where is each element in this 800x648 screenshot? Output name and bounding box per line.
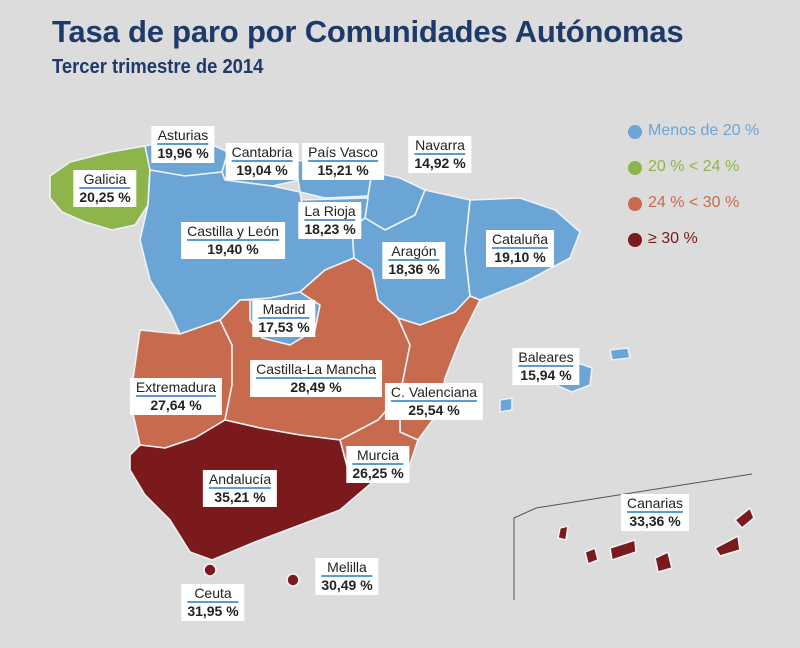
label-c-valenciana: C. Valenciana 25,54 % xyxy=(384,383,484,421)
label-cataluna: Cataluña 19,10 % xyxy=(485,230,555,268)
region-rate: 14,92 % xyxy=(414,153,466,172)
region-name: Madrid xyxy=(262,301,306,317)
region-name: Galicia xyxy=(83,171,127,187)
label-galicia: Galicia 20,25 % xyxy=(73,170,137,208)
page-title: Tasa de paro por Comunidades Autónomas xyxy=(52,14,684,49)
label-castilla-y-leon: Castilla y León 19,40 % xyxy=(181,222,285,260)
label-murcia: Murcia 26,25 % xyxy=(346,446,410,484)
region-rate: 18,23 % xyxy=(304,219,356,238)
legend-dot xyxy=(628,197,642,211)
region-name: Navarra xyxy=(415,137,465,153)
label-cantabria: Cantabria 19,04 % xyxy=(225,143,299,181)
label-canarias: Canarias 33,36 % xyxy=(620,494,690,532)
region-rate: 19,10 % xyxy=(491,247,549,265)
page-subtitle: Tercer trimestre de 2014 xyxy=(52,56,264,78)
region-baleares-ibiza xyxy=(499,397,513,413)
legend-label: 24 % < 30 % xyxy=(648,194,740,211)
label-baleares: Baleares 15,94 % xyxy=(512,348,580,386)
legend-dot xyxy=(628,125,642,139)
label-la-rioja: La Rioja 18,23 % xyxy=(298,202,362,240)
region-name: C. Valenciana xyxy=(390,384,478,400)
region-name: Asturias xyxy=(157,127,209,143)
region-rate: 26,25 % xyxy=(352,463,404,482)
region-canarias-1 xyxy=(557,525,569,541)
region-name: Cantabria xyxy=(231,144,293,160)
legend-dot xyxy=(628,233,642,247)
region-canarias-3 xyxy=(609,539,637,561)
legend-dot xyxy=(628,161,642,175)
region-name: Castilla y León xyxy=(187,223,279,239)
region-rate: 28,49 % xyxy=(256,377,376,395)
region-rate: 30,49 % xyxy=(321,575,373,594)
legend-label: Menos de 20 % xyxy=(648,122,760,139)
region-name: Canarias xyxy=(626,495,684,511)
region-name: Melilla xyxy=(327,559,367,575)
legend-label: 20 % < 24 % xyxy=(648,158,740,175)
region-canarias-5 xyxy=(714,535,741,557)
region-melilla xyxy=(286,573,300,587)
region-rate: 19,04 % xyxy=(231,160,293,178)
region-rate: 33,36 % xyxy=(626,511,684,529)
region-name: Extremadura xyxy=(135,379,217,395)
region-name: Ceuta xyxy=(194,585,232,601)
label-pais-vasco: País Vasco 15,21 % xyxy=(302,143,384,181)
region-name: Andalucía xyxy=(208,471,272,487)
region-name: Baleares xyxy=(518,349,574,365)
region-rate: 27,64 % xyxy=(135,395,217,413)
region-canarias-2 xyxy=(584,547,599,565)
region-rate: 15,94 % xyxy=(518,365,574,384)
region-name: Murcia xyxy=(356,447,399,463)
region-ceuta xyxy=(203,563,217,577)
region-name: La Rioja xyxy=(304,203,356,219)
region-name: Castilla-La Mancha xyxy=(256,361,376,377)
region-rate: 18,36 % xyxy=(388,259,440,278)
label-ceuta: Ceuta 31,95 % xyxy=(181,584,245,622)
region-rate: 19,96 % xyxy=(157,143,209,162)
region-name: País Vasco xyxy=(308,144,378,160)
region-rate: 15,21 % xyxy=(308,160,378,178)
region-baleares-menorca xyxy=(609,347,631,361)
region-rate: 19,40 % xyxy=(187,239,279,257)
region-name: Cataluña xyxy=(491,231,549,247)
region-rate: 17,53 % xyxy=(258,317,310,336)
label-navarra: Navarra 14,92 % xyxy=(408,136,472,174)
label-madrid: Madrid 17,53 % xyxy=(252,300,316,338)
legend-label: ≥ 30 % xyxy=(648,230,698,247)
region-name: Aragón xyxy=(391,243,437,259)
canarias-inset-border xyxy=(513,473,753,600)
label-andalucia: Andalucía 35,21 % xyxy=(202,470,278,508)
label-aragon: Aragón 18,36 % xyxy=(382,242,446,280)
label-asturias: Asturias 19,96 % xyxy=(151,126,215,164)
region-rate: 31,95 % xyxy=(187,601,239,620)
region-rate: 20,25 % xyxy=(79,187,131,206)
region-canarias-4 xyxy=(654,551,673,573)
region-canarias-6 xyxy=(734,507,755,529)
label-extremadura: Extremadura 27,64 % xyxy=(129,378,223,416)
label-melilla: Melilla 30,49 % xyxy=(315,558,379,596)
region-rate: 25,54 % xyxy=(390,400,478,418)
label-castilla-la-mancha: Castilla-La Mancha 28,49 % xyxy=(250,360,382,398)
region-rate: 35,21 % xyxy=(208,487,272,505)
